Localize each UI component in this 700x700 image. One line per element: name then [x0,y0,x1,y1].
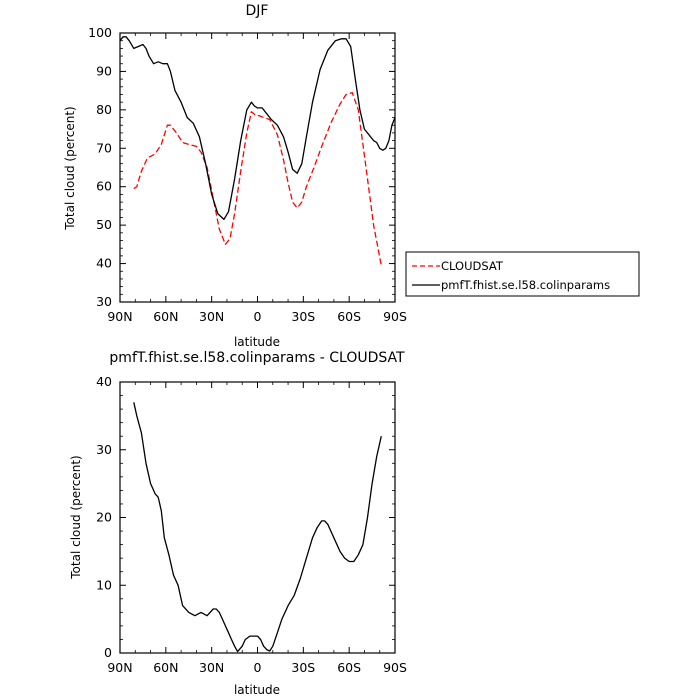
top-x-tick-label: 90S [383,309,407,324]
bottom-x-tick-label: 60N [153,660,178,675]
top-x-tick-label: 90N [107,309,132,324]
top-y-tick-label: 30 [96,294,112,309]
top-y-tick-label: 40 [96,256,112,271]
top-x-tick-label: 30S [291,309,315,324]
legend-cloudsat-label: CLOUDSAT [441,259,504,273]
top-chart-title: DJF [246,3,269,19]
top-y-tick-label: 60 [96,179,112,194]
top-x-tick-label: 60N [153,309,178,324]
bottom-y-tick-label: 40 [96,374,112,389]
bottom-x-tick-label: 30S [291,660,315,675]
bottom-y-tick-label: 0 [104,645,112,660]
top-x-tick-label: 0 [254,309,262,324]
bottom-x-tick-label: 90S [383,660,407,675]
top-y-tick-label: 70 [96,140,112,155]
bottom-chart-title: pmfT.fhist.se.l58.colinparams - CLOUDSAT [109,350,405,366]
top-y-tick-label: 90 [96,63,112,78]
bottom-x-tick-label: 0 [254,660,262,675]
legend-box [405,251,640,297]
top-series-line-pmft-fhist-se-l58-colinparams [119,36,396,221]
top-y-axis: 30 40 50 60 70 80 90 100 [88,25,395,309]
top-x-axis: 90N 60N 30N 0 30S 60S 90S [107,33,407,324]
bottom-y-tick-label: 30 [96,442,112,457]
bottom-y-axis: 0 10 20 30 40 [96,374,395,660]
top-x-axis-label: latitude [234,335,280,349]
bottom-x-axis-label: latitude [234,683,280,697]
top-series-line-cloudsat [133,91,382,266]
top-series-group [119,36,396,266]
bottom-y-tick-label: 20 [96,510,112,525]
bottom-x-axis: 90N 60N 30N 0 30S 60S 90S [107,382,407,675]
top-x-tick-label: 30N [199,309,224,324]
bottom-x-tick-label: 60S [337,660,361,675]
legend-model-label: pmfT.fhist.se.l58.colinparams [441,278,610,292]
bottom-y-tick-label: 10 [96,577,112,592]
top-x-tick-label: 60S [337,309,361,324]
top-y-axis-label: Total cloud (percent) [63,106,77,230]
bottom-series-group [133,402,382,653]
bottom-series-line-0 [133,402,382,653]
bottom-panel: pmfT.fhist.se.l58.colinparams - CLOUDSAT… [69,350,407,697]
top-y-tick-label: 100 [88,25,112,40]
legend: CLOUDSAT pmfT.fhist.se.l58.colinparams [405,251,640,297]
bottom-x-tick-label: 30N [199,660,224,675]
top-plot-frame [119,32,396,303]
top-y-tick-label: 50 [96,217,112,232]
bottom-y-axis-label: Total cloud (percent) [69,455,83,579]
bottom-x-tick-label: 90N [107,660,132,675]
bottom-plot-frame [119,381,396,654]
top-y-tick-label: 80 [96,102,112,117]
